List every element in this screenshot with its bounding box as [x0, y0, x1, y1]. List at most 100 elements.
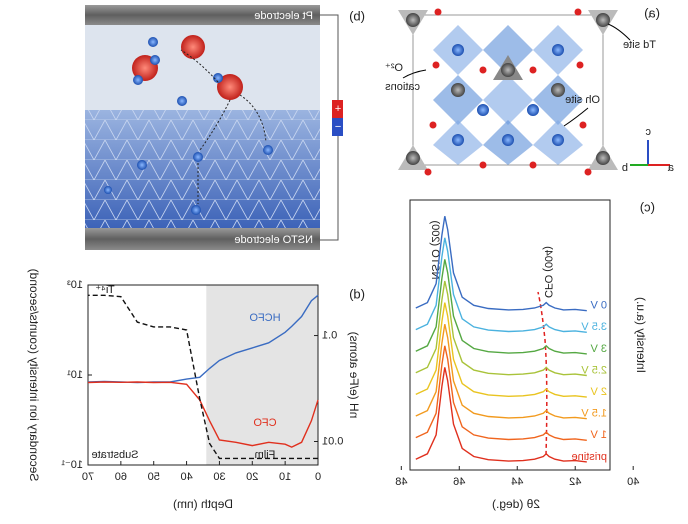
- x-tick-label: 40: [627, 476, 639, 488]
- y-tick-label: 10¹: [67, 369, 83, 381]
- oh-ion: [527, 104, 539, 116]
- td-ion: [406, 151, 420, 165]
- y-tick-label: 10³: [67, 279, 83, 291]
- axis-label: c: [645, 126, 651, 138]
- water: [217, 74, 243, 100]
- x-tick-label: 70: [82, 471, 94, 483]
- oxygen-label: cations: [385, 81, 420, 93]
- series-label: Ti⁴⁺: [95, 284, 114, 296]
- bottom-electrode: [85, 228, 320, 250]
- lattice-pattern: [85, 110, 320, 228]
- battery-minus: [332, 118, 343, 136]
- h: [191, 205, 201, 215]
- h: [150, 55, 160, 65]
- h: [137, 160, 147, 170]
- oxygen: [479, 161, 487, 169]
- arrow: [563, 107, 589, 127]
- series-label: 1 V: [590, 429, 607, 441]
- panel-label: (d): [349, 286, 365, 301]
- oxygen: [424, 168, 432, 176]
- crystal-structure: Td site Oh site O²⁺ cations a b c: [385, 8, 674, 176]
- annotation: Film: [255, 449, 276, 461]
- series-line: [415, 216, 587, 312]
- arrow: [199, 99, 231, 151]
- y-tick-label: 0.01: [322, 435, 343, 447]
- y-axis-title: Secondary ion intensity (counts/second): [27, 269, 41, 482]
- octahedron: [483, 75, 533, 125]
- x-axis-title: 2θ (deg.): [492, 497, 540, 511]
- mirrored-figure: Td site Oh site O²⁺ cations a b c + − Pt…: [27, 5, 674, 511]
- x-tick-label: 0: [315, 471, 321, 483]
- h: [213, 73, 223, 83]
- series-line: [415, 280, 587, 377]
- annotation: NSTO (200): [429, 220, 441, 279]
- oh-ion: [552, 134, 564, 146]
- oh-ion: [477, 104, 489, 116]
- h: [263, 145, 273, 155]
- h: [148, 37, 158, 47]
- series-line: [415, 324, 587, 420]
- octahedron: [483, 25, 533, 75]
- guide-line: [537, 291, 548, 456]
- series-label: 0 V: [590, 300, 607, 312]
- series-label: 2 V: [590, 386, 607, 398]
- x-tick-label: 50: [148, 471, 160, 483]
- top-electrode: [85, 5, 320, 25]
- x-tick-label: 60: [115, 471, 127, 483]
- minus: −: [335, 121, 341, 133]
- octahedron: [533, 75, 583, 125]
- plus: +: [335, 103, 341, 115]
- h: [104, 186, 112, 194]
- td-ion: [501, 63, 515, 77]
- oh-ion: [502, 134, 514, 146]
- td-label: Td site: [623, 39, 656, 51]
- oxygen: [434, 8, 442, 16]
- oh-ion: [552, 44, 564, 56]
- series-line: [88, 294, 318, 460]
- x-tick-label: 44: [511, 476, 523, 488]
- battery-plus: [332, 100, 343, 118]
- h: [193, 152, 203, 162]
- td-ion: [451, 83, 465, 97]
- film-region: [206, 285, 318, 465]
- oxygen: [584, 168, 592, 176]
- axis-label: a: [667, 162, 674, 174]
- h: [177, 96, 187, 106]
- oxygen: [574, 8, 582, 16]
- series-line: [87, 381, 319, 448]
- series-line: [415, 345, 587, 441]
- series-label: pristine: [572, 451, 607, 463]
- panel-label: (b): [349, 8, 365, 23]
- x-tick-label: 46: [453, 476, 465, 488]
- h: [133, 75, 143, 85]
- x-tick-label: 20: [246, 471, 258, 483]
- y-axis-title: Intensity (a.u.): [634, 297, 648, 373]
- oxygen: [432, 61, 440, 69]
- panel-label: (c): [640, 199, 655, 214]
- y-tick-label: 0.1: [322, 329, 337, 341]
- td-ion: [406, 13, 420, 27]
- series-label: 2.5 V: [581, 364, 607, 376]
- oxygen: [429, 121, 437, 129]
- series-line: [415, 259, 587, 355]
- series-line: [415, 237, 587, 333]
- series-label: 3.5 V: [581, 321, 607, 333]
- top-label: Pt electrode: [254, 10, 313, 22]
- panel-label: (a): [644, 5, 660, 20]
- octahedron: [433, 75, 483, 125]
- x-tick-label: 30: [213, 471, 225, 483]
- series-label: 3 V: [590, 343, 607, 355]
- y2-axis-title: nH (e/Fe atoms): [347, 332, 361, 419]
- bottom-label: NSTO electrode: [234, 234, 313, 246]
- y-tick-label: 10⁻¹: [61, 459, 83, 471]
- oh-ion: [452, 44, 464, 56]
- device: + − Pt electrode NSTO electrode: [85, 5, 343, 250]
- annotation: CFO (004): [542, 246, 554, 298]
- series-label: HCFO: [249, 312, 281, 324]
- oxygen: [579, 121, 587, 129]
- arrow: [607, 23, 631, 41]
- x-tick-label: 40: [180, 471, 192, 483]
- td-ion: [551, 83, 565, 97]
